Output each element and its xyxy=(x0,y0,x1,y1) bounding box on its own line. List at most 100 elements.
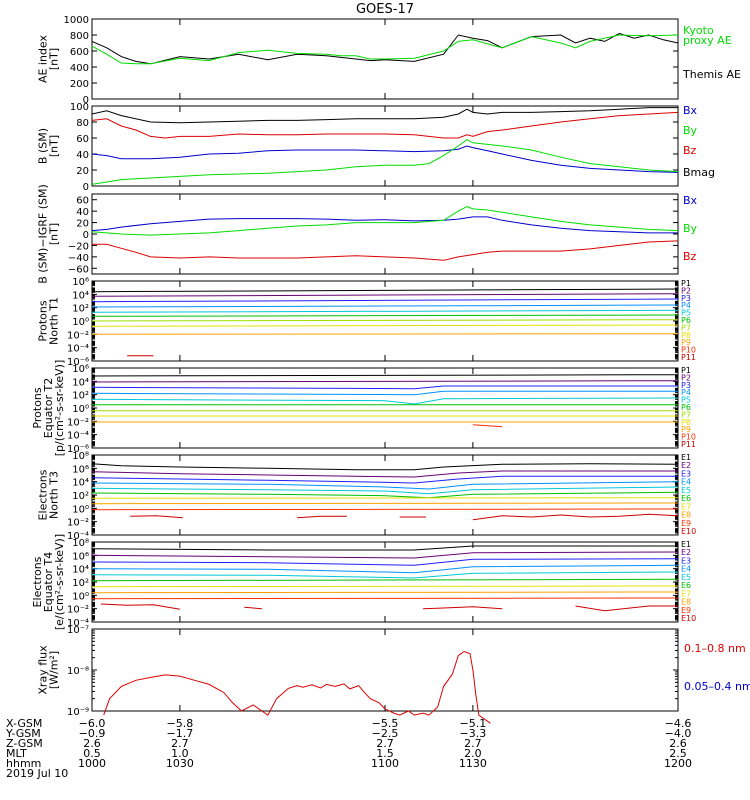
legend-label: Kyoto xyxy=(683,24,714,37)
orbit-cell: 1000 xyxy=(78,757,106,770)
legend-label: E1 xyxy=(681,540,691,549)
y-tick-label: 10⁶ xyxy=(72,464,89,475)
y-tick-label: 10⁻⁴ xyxy=(67,431,89,442)
y-axis-label: [nT] xyxy=(48,135,61,157)
orbit-row-label: Y-GSM xyxy=(5,727,41,740)
orbit-cell: −1.7 xyxy=(167,727,194,740)
orbit-cell: 2.6 xyxy=(83,737,101,750)
legend-label: E5 xyxy=(681,486,691,495)
orbit-cell: −5.1 xyxy=(460,717,487,730)
y-tick-label: 10⁰ xyxy=(72,317,89,328)
orbit-cell: 1200 xyxy=(664,757,692,770)
y-tick-label: 40 xyxy=(76,207,89,218)
y-axis-label: [p/(cm²-s-sr-keV)] xyxy=(53,360,66,457)
legend-label: P8 xyxy=(681,331,691,340)
legend-label: P3 xyxy=(681,294,691,303)
series-line-p10 xyxy=(472,424,503,428)
y-tick-label: 200 xyxy=(70,79,89,90)
y-tick-label: 10⁴ xyxy=(72,478,89,489)
series-line-e10d xyxy=(472,513,679,521)
series-line-p9 xyxy=(91,333,679,335)
y-tick-label: 10⁻² xyxy=(67,605,89,616)
legend-label: E6 xyxy=(681,581,691,590)
legend-label: E10 xyxy=(681,614,696,623)
legend-label: proxy AE xyxy=(683,34,732,47)
legend-label: E9 xyxy=(681,519,691,528)
legend-label: P6 xyxy=(681,316,691,325)
series-line-p3 xyxy=(91,385,678,390)
series-line-e6 xyxy=(91,491,679,499)
y-tick-label: 0 xyxy=(83,95,89,106)
y-tick-label: 10⁶ xyxy=(72,364,89,375)
y-tick-label: 10⁴ xyxy=(72,377,89,388)
series-line-p2 xyxy=(91,293,679,297)
series-line-e3 xyxy=(91,558,679,566)
series-line-e10b xyxy=(297,515,347,519)
series-line-p4 xyxy=(91,304,679,308)
series-line-e10d xyxy=(575,605,678,612)
legend-label: E7 xyxy=(681,589,691,598)
y-tick-label: 10⁻² xyxy=(67,518,89,529)
series-line-bz xyxy=(91,111,679,139)
orbit-cell: −4.6 xyxy=(665,717,692,730)
y-tick-label: 800 xyxy=(70,31,89,42)
orbit-cell: 1100 xyxy=(371,757,399,770)
legend-label: P7 xyxy=(681,323,691,332)
series-line-p4 xyxy=(91,390,678,396)
orbit-cell: −0.9 xyxy=(79,727,106,740)
orbit-row-label: X-GSM xyxy=(6,717,42,730)
orbit-table: X-GSMY-GSMZ-GSMMLThhmm−6.0−0.92.60.51000… xyxy=(5,717,692,780)
series-line-e2 xyxy=(91,470,678,478)
legend-label: P2 xyxy=(681,373,691,382)
y-axis-label: B (SM)−IGRF (SM) xyxy=(37,184,50,284)
orbit-cell: −6.0 xyxy=(79,717,106,730)
series-line-e6 xyxy=(91,578,679,582)
panel-frame xyxy=(91,367,679,449)
legend-label: E5 xyxy=(681,573,691,582)
legend-label: P8 xyxy=(681,418,691,427)
legend-label: P10 xyxy=(681,433,696,442)
series-line-e10 xyxy=(130,515,183,519)
series-line-e4 xyxy=(91,481,679,490)
series-line-e1 xyxy=(91,463,679,471)
orbit-cell: 2.7 xyxy=(376,737,394,750)
series-line-e5 xyxy=(91,571,679,579)
legend-label: E3 xyxy=(681,469,691,478)
y-tick-label: 10⁶ xyxy=(72,277,89,288)
panel-8: 10⁻⁹ 10⁻⁸ 10⁻⁷ Xray flux[W/m²] 0.1–0.8 nm 0.0… xyxy=(37,625,750,724)
date-label: 2019 Jul 10 xyxy=(6,767,68,780)
orbit-row-label: MLT xyxy=(6,747,27,760)
y-axis-label: North T1 xyxy=(48,297,61,345)
y-axis-label: Equator T2 xyxy=(42,378,55,438)
series-line-p7 xyxy=(91,319,679,322)
series-line-e10c xyxy=(423,606,503,610)
y-tick-label: −60 xyxy=(68,264,89,275)
legend-label: Bx xyxy=(683,194,698,207)
panel-1: 0 200 400 600 800 1000 AE index[nT] Kyotoproxy … xyxy=(37,15,741,106)
y-tick-label: 10⁻⁶ xyxy=(67,357,89,368)
legend-label: E8 xyxy=(681,511,691,520)
legend-label: P11 xyxy=(681,353,696,362)
y-tick-label: 0 xyxy=(83,182,89,193)
legend-label: E8 xyxy=(681,598,691,607)
legend-label: By xyxy=(683,124,698,137)
legend-label: Bx xyxy=(683,104,698,117)
orbit-cell: 1.5 xyxy=(376,747,394,760)
series-line-e9 xyxy=(91,508,679,511)
series-line-e7 xyxy=(91,497,679,499)
series-line-e10b xyxy=(244,606,262,610)
y-tick-label: 10⁻⁴ xyxy=(67,531,89,542)
y-tick-label: 10⁰ xyxy=(72,404,89,415)
legend-label: E9 xyxy=(681,606,691,615)
y-axis-label: [W/m²] xyxy=(48,651,61,689)
orbit-cell: 2.0 xyxy=(464,747,482,760)
legend-label: 0.1–0.8 nm xyxy=(684,642,746,655)
series-line-kyoto-proxy-ae xyxy=(91,34,679,65)
y-tick-label: 10⁻² xyxy=(67,417,89,428)
legend-label: P5 xyxy=(681,309,691,318)
orbit-cell: 1.0 xyxy=(171,747,189,760)
y-tick-label: −40 xyxy=(68,253,89,264)
